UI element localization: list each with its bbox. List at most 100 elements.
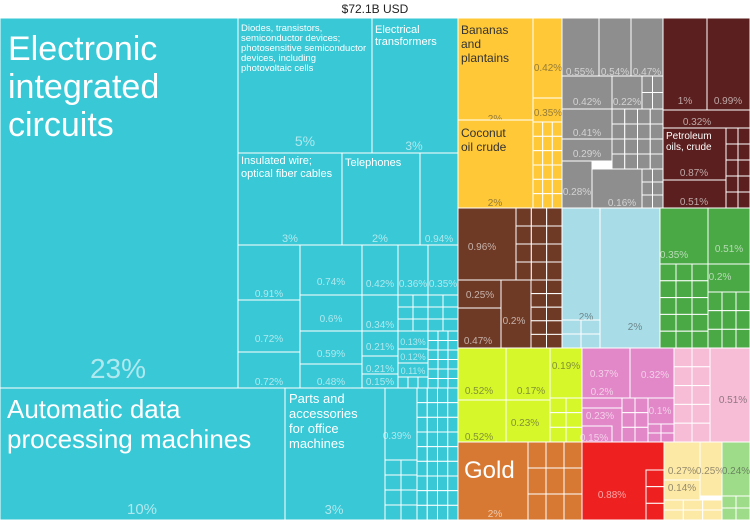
treemap-tile-vegetable-small	[532, 193, 544, 209]
treemap-tile-paper-small	[663, 509, 684, 520]
treemap-tile-instruments-small	[691, 385, 711, 405]
treemap-tile-plastics-small	[707, 310, 723, 330]
treemap-tile-paper-small	[663, 499, 684, 511]
treemap-tile-animal-small	[546, 225, 563, 245]
tile-pct-chemicals-small: 0.22%	[613, 97, 641, 108]
treemap-tile-vegetable-small	[542, 164, 553, 180]
treemap-tile-plastics-small	[659, 263, 677, 282]
treemap-tile-machinery-small	[437, 340, 449, 351]
tile-pct-minerals-small: 1%	[678, 96, 693, 107]
tile-pct-machinery-small: 0.48%	[317, 377, 345, 388]
tile-label-bananas: Bananas and plantains	[461, 23, 509, 65]
treemap-tile-machinery-small	[437, 504, 449, 520]
tile-label-diodes: Diodes, transistors, semiconductor device…	[241, 23, 366, 74]
tile-label-electronic-integrated-circuits: Electronic integrated circuits	[8, 30, 159, 144]
tile-pct-metals-small: 0.32%	[641, 370, 669, 381]
treemap-tile-vegetable-small	[532, 164, 544, 180]
treemap-tile-machinery-small	[384, 387, 418, 461]
treemap-tile-metals-small	[634, 412, 649, 428]
treemap-tile-vegetable-small	[551, 164, 563, 180]
treemap-tile-machinery-small	[447, 402, 459, 418]
treemap-tile-machinery-small	[416, 416, 428, 433]
tile-pct-electrical-transformers: 3%	[405, 139, 423, 153]
tile-label-telephones: Telephones	[345, 157, 402, 169]
tile-pct-metals-small: 0.2%	[591, 387, 614, 398]
treemap-tile-stone-small	[527, 467, 547, 495]
treemap-tile-animal-small	[530, 306, 547, 322]
treemap-tile-plastics-small	[659, 280, 677, 299]
treemap-tile-machinery-small	[447, 368, 459, 379]
treemap-tile-minerals-small	[725, 191, 739, 209]
treemap-tile-animal-small	[546, 243, 563, 263]
tile-pct-chemicals-small: 0.28%	[563, 187, 591, 198]
tile-pct-animal-small: 0.96%	[468, 242, 496, 253]
tile-pct-machinery-small: 0.34%	[366, 320, 394, 331]
treemap-tile-animal-small	[457, 307, 502, 349]
treemap-tile-misc-small	[721, 507, 737, 520]
treemap-tile-electrical-transformers	[371, 17, 459, 154]
treemap-tile-textiles-small	[561, 333, 582, 349]
tile-pct-machinery-small: 0.39%	[383, 431, 411, 442]
treemap-tile-metals-small	[621, 397, 636, 414]
tile-pct-chemicals-small: 0.55%	[566, 67, 594, 78]
tile-pct-machinery-small: 0.35%	[429, 279, 457, 290]
tile-pct-machinery-small: 0.12%	[400, 352, 426, 362]
treemap-tile-machinery-small	[416, 460, 428, 477]
treemap-tile-insulated-wire	[237, 152, 343, 246]
treemap-tile-machinery-small	[416, 490, 428, 506]
treemap-tile-plastics-small	[675, 297, 693, 315]
treemap-tile-machinery-small	[416, 504, 428, 520]
treemap-tile-machinery-small	[442, 318, 459, 332]
treemap-tile-stone-small	[563, 493, 583, 520]
tile-label-electrical-transformers: Electrical transformers	[375, 24, 437, 48]
treemap-tile-vegetable-small	[542, 135, 553, 152]
treemap-tile-instruments-small	[691, 422, 711, 443]
treemap-tile-foodstuffs-small	[549, 347, 583, 399]
tile-pct-paper-small: 0.25%	[696, 466, 724, 477]
treemap-tile-machinery-small	[437, 349, 449, 360]
tile-pct-electronic-integrated-circuits: 23%	[90, 353, 146, 384]
treemap-tile-animal-small	[546, 207, 563, 227]
treemap-tile-machinery-small	[299, 330, 363, 365]
treemap-tile-electronic-integrated-circuits	[0, 17, 239, 389]
treemap-tile-chemicals-small	[561, 160, 593, 209]
treemap-tile-petroleum	[662, 127, 727, 181]
treemap-tile-animal-small	[546, 306, 563, 322]
treemap-tile-chemicals-small	[611, 75, 643, 110]
treemap-tile-machinery-small	[397, 318, 414, 332]
treemap-tile-machinery-small	[361, 330, 399, 357]
tile-pct-insulated-wire: 3%	[282, 233, 298, 245]
treemap-tile-machinery-small	[427, 306, 444, 320]
treemap-tile-plastics-small	[675, 330, 693, 349]
treemap-tile-machinery-small	[416, 402, 428, 418]
treemap-tile-plastics-small	[675, 313, 693, 332]
tile-pct-minerals-small: 0.51%	[680, 197, 708, 208]
treemap-tile-plastics-small	[707, 328, 723, 349]
treemap-tile-textiles-small	[580, 319, 601, 335]
treemap-tile-coconut-oil	[457, 119, 534, 209]
treemap-tile-minerals-small	[725, 143, 739, 161]
treemap-tile-foodstuffs-small	[549, 426, 567, 443]
treemap-tile-plastics-small	[721, 328, 737, 349]
treemap-tile-machinery-small	[437, 416, 449, 433]
treemap-tile-machinery-small	[412, 306, 429, 320]
treemap-tile-vegetable-small	[551, 150, 563, 166]
tile-pct-textiles-large: 2%	[579, 312, 594, 323]
treemap-tile-animal-small	[515, 243, 532, 263]
treemap-tile-machinery-small	[416, 446, 428, 462]
treemap-tile-metals-small	[634, 426, 649, 443]
treemap-tile-plastics-small	[735, 328, 750, 349]
treemap-tile-paper-small	[682, 499, 704, 511]
tile-pct-machinery-small: 0.13%	[400, 337, 426, 347]
treemap-tile-machinery-small	[427, 349, 439, 360]
treemap-tile-machinery-small	[426, 504, 438, 520]
treemap-tile-parts-accessories	[284, 387, 386, 520]
treemap-tile-metals-small	[647, 432, 662, 443]
tile-label-parts-accessories: Parts and accessories for office machines	[289, 391, 358, 451]
treemap-tile-animal-small	[457, 207, 517, 281]
treemap-tile-gold	[457, 441, 529, 520]
treemap-tile-machinery-small	[426, 387, 438, 404]
treemap-tile-animal-small	[530, 207, 548, 227]
tile-pct-machinery-small: 0.59%	[317, 349, 345, 360]
